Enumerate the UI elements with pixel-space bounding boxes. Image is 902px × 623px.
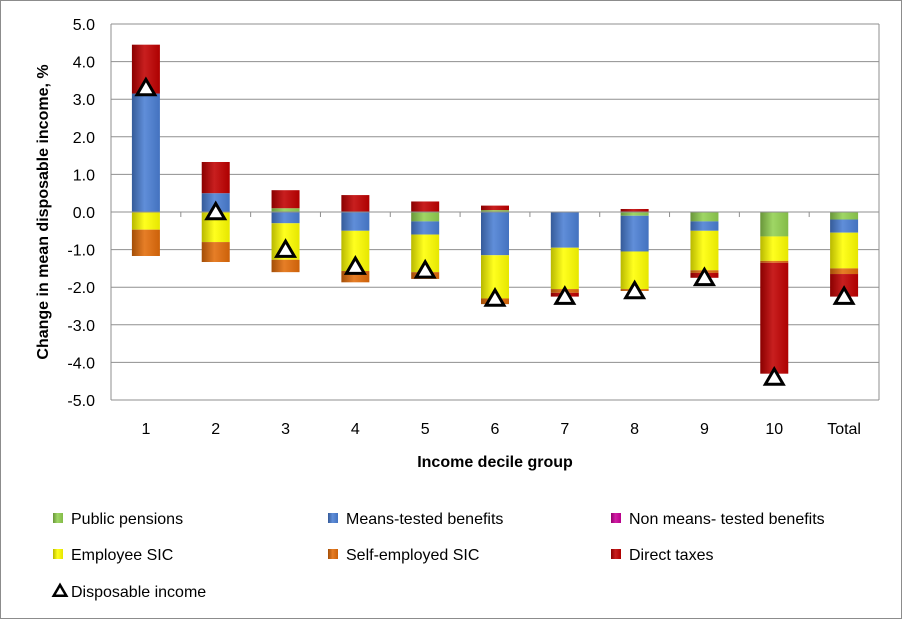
y-tick-label: 4.0 xyxy=(73,55,95,72)
y-tick-label: -2.0 xyxy=(67,280,95,297)
disposable-income-marker xyxy=(623,279,647,300)
y-tick-label: -4.0 xyxy=(67,355,95,372)
x-tick-label: 5 xyxy=(421,421,430,438)
bar-segment-direct_taxes xyxy=(760,262,789,374)
bar-segment-means_tested xyxy=(830,219,859,233)
bar-segment-employee_sic xyxy=(760,236,789,261)
bar-segment-public_pensions xyxy=(481,210,509,212)
legend-label: Employee SIC xyxy=(71,547,173,564)
disposable-income-marker xyxy=(483,287,507,307)
legend-swatch-means_tested xyxy=(328,513,338,523)
x-tick-label: 2 xyxy=(211,421,220,438)
disposable-income-marker xyxy=(553,285,577,305)
x-tick-label: 3 xyxy=(281,421,290,438)
x-tick-label: 10 xyxy=(765,421,783,438)
y-tick-label: 0.0 xyxy=(73,205,95,222)
legend-label: Disposable income xyxy=(71,584,206,601)
disposable-income-marker xyxy=(343,255,367,275)
bar-segment-self_employed_sic xyxy=(271,259,300,273)
bar-segment-means_tested xyxy=(690,221,719,231)
bar-segment-means_tested xyxy=(620,215,649,252)
x-axis-title: Income decile group xyxy=(417,454,573,471)
zero-axis xyxy=(110,211,880,217)
disposable-income-marker xyxy=(274,238,298,258)
bar-segment-public_pensions xyxy=(760,212,789,237)
x-axis-tick-labels: 1 2 3 4 5 6 7 8 9 10 Total xyxy=(141,421,861,438)
y-tick-label: 1.0 xyxy=(73,167,95,184)
bar-segment-means_tested xyxy=(341,212,370,231)
legend-swatch-non_means_tested xyxy=(611,513,621,523)
bar-segment-employee_sic xyxy=(690,230,719,271)
disposable-income-marker xyxy=(204,200,228,221)
disposable-income-marker xyxy=(832,285,856,305)
bar-segment-direct_taxes xyxy=(411,201,440,212)
bar-segment-self_employed_sic xyxy=(760,260,789,263)
x-tick-label: 6 xyxy=(491,421,500,438)
bar-segment-employee_sic xyxy=(131,212,160,230)
x-tick-label: 4 xyxy=(351,421,360,438)
legend-swatch-direct_taxes xyxy=(611,549,621,559)
legend-swatch-employee_sic xyxy=(53,549,63,559)
y-tick-label: -3.0 xyxy=(67,318,95,335)
bar-segment-direct_taxes xyxy=(620,208,649,212)
bar-segment-direct_taxes xyxy=(271,190,300,209)
y-tick-label: 3.0 xyxy=(73,92,95,109)
legend-marker-disposable-income xyxy=(51,582,69,598)
bar-segment-self_employed_sic xyxy=(131,229,160,256)
bar-segments xyxy=(131,44,859,374)
bar-segment-employee_sic xyxy=(550,247,579,290)
x-tick-label: 7 xyxy=(560,421,569,438)
bar-segment-direct_taxes xyxy=(341,195,370,212)
bar-segment-public_pensions xyxy=(411,212,440,222)
bar-segment-public_pensions xyxy=(271,208,300,212)
bar-segment-self_employed_sic xyxy=(341,271,370,283)
disposable-income-markers xyxy=(134,76,856,386)
legend: Public pensions Means-tested benefits Non … xyxy=(51,511,825,601)
bar-segment-self_employed_sic xyxy=(830,268,859,275)
disposable-income-marker xyxy=(692,266,716,287)
bar-segment-means_tested xyxy=(271,212,300,224)
bar-segment-public_pensions xyxy=(620,212,649,216)
legend-label: Self-employed SIC xyxy=(346,547,479,564)
x-tick-label: 8 xyxy=(630,421,639,438)
bar-segment-employee_sic xyxy=(830,232,859,269)
legend-label: Non means- tested benefits xyxy=(629,511,825,528)
y-axis-title: Change in mean disposable income, % xyxy=(35,64,52,359)
x-tick-label: 1 xyxy=(141,421,150,438)
disposable-income-marker xyxy=(762,365,786,386)
y-tick-label: 5.0 xyxy=(73,17,95,34)
x-tick-label: 9 xyxy=(700,421,709,438)
x-tick-label: Total xyxy=(827,421,861,438)
disposable-income-marker xyxy=(413,258,437,279)
legend-swatch-public_pensions xyxy=(53,513,63,523)
bar-segment-self_employed_sic xyxy=(201,242,230,263)
legend-label: Means-tested benefits xyxy=(346,511,503,528)
bar-segment-direct_taxes xyxy=(201,161,230,194)
legend-label: Public pensions xyxy=(71,511,183,528)
bar-segment-means_tested xyxy=(411,221,440,235)
y-axis-tick-labels: 5.0 4.0 3.0 2.0 1.0 0.0 -1.0 -2.0 -3.0 -4.0 -5.0 xyxy=(67,17,95,410)
bar-segment-direct_taxes xyxy=(481,205,509,211)
bar-segment-means_tested xyxy=(131,93,160,212)
legend-label: Direct taxes xyxy=(629,547,713,564)
disposable-income-marker xyxy=(134,76,158,97)
y-tick-label: -5.0 xyxy=(67,393,95,410)
bar-segment-public_pensions xyxy=(830,212,859,220)
bar-segment-means_tested xyxy=(481,212,509,256)
legend-swatch-self_employed_sic xyxy=(328,549,338,559)
bar-segment-public_pensions xyxy=(690,212,719,222)
bar-segment-means_tested xyxy=(550,212,579,248)
y-tick-label: -1.0 xyxy=(67,243,95,260)
y-tick-label: 2.0 xyxy=(73,130,95,147)
